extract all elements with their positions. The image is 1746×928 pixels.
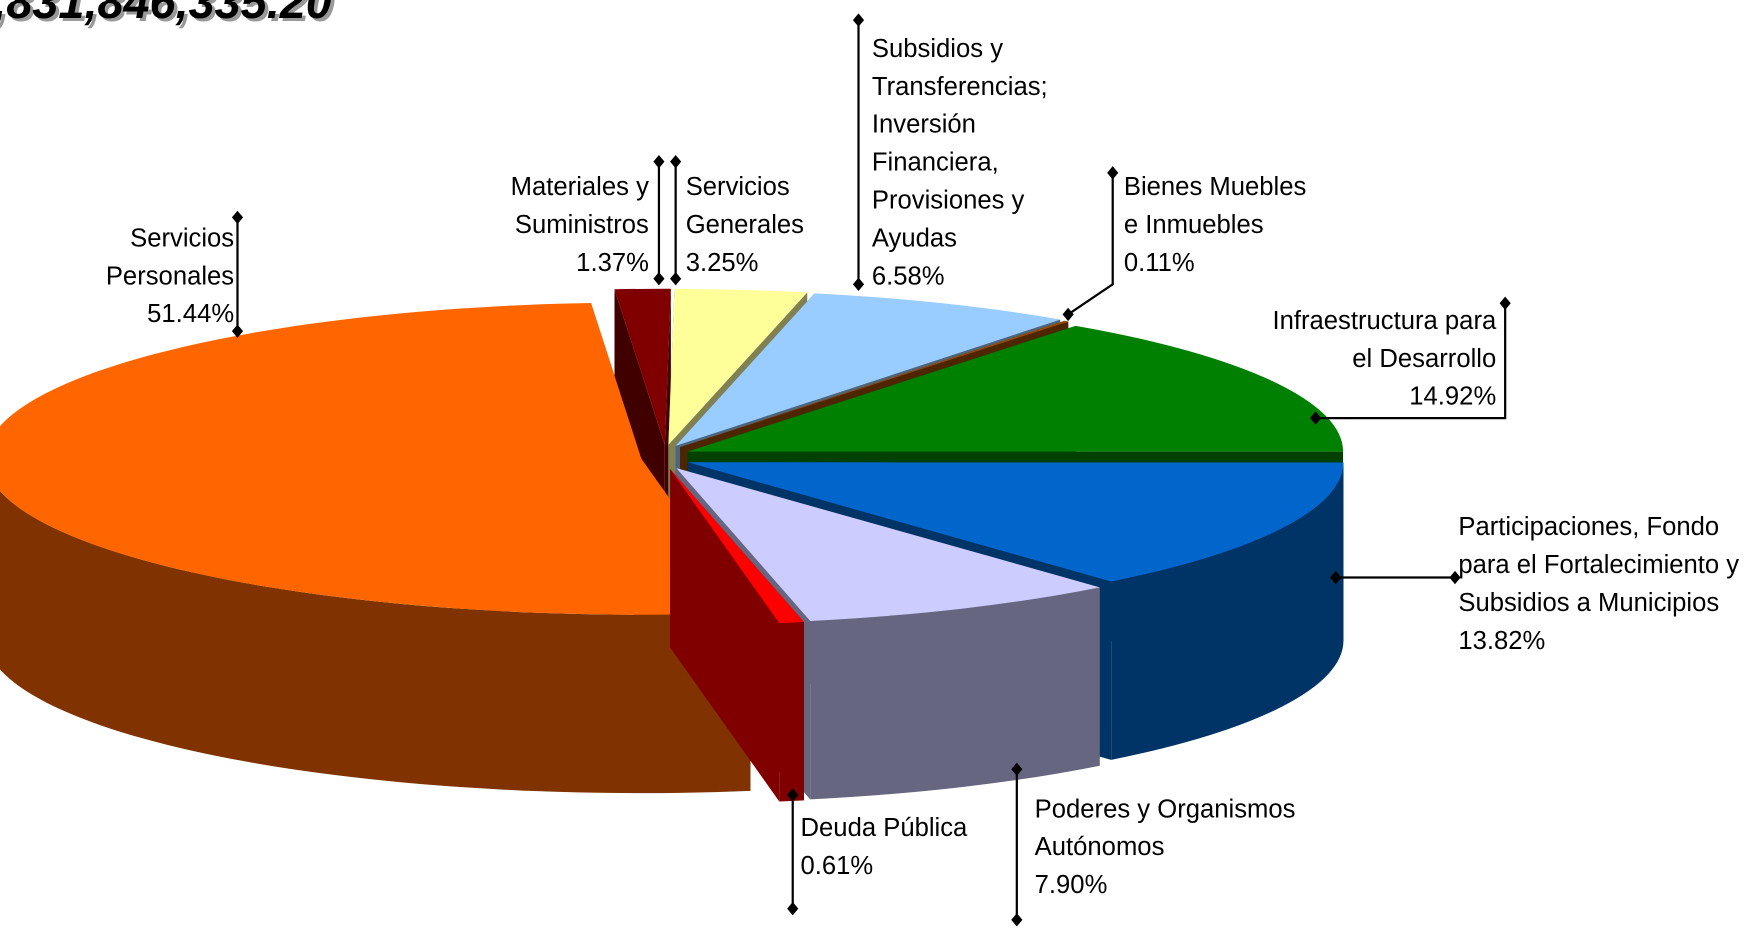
value-label: 6.58% — [872, 256, 1070, 294]
leader-marker — [1063, 308, 1074, 321]
value-label: 14.92% — [1268, 377, 1497, 415]
leader-marker — [787, 902, 798, 915]
value-label: 13.82% — [1458, 621, 1746, 659]
leader-marker — [653, 155, 664, 168]
data-label: Subsidios y Transferencias; Inversión Fi… — [872, 29, 1070, 294]
leader-marker — [670, 272, 681, 285]
category-label: Deuda Pública — [801, 808, 979, 846]
value-label: 3.25% — [686, 243, 831, 281]
category-label: Infraestructura para el Desarrollo — [1268, 301, 1497, 377]
category-label: Bienes Muebles e Inmuebles — [1124, 167, 1316, 243]
leader-marker — [1011, 913, 1022, 926]
leader-marker — [853, 13, 864, 26]
data-label: Participaciones, Fondo para el Fortaleci… — [1458, 507, 1746, 659]
category-label: Participaciones, Fondo para el Fortaleci… — [1458, 507, 1746, 621]
value-label: 0.11% — [1124, 243, 1316, 281]
leader-marker — [670, 155, 681, 168]
leader-marker — [1107, 166, 1118, 179]
value-label: 51.44% — [67, 294, 234, 332]
category-label: Servicios Generales — [686, 167, 831, 243]
leader-line — [1068, 173, 1113, 315]
leader-marker — [853, 278, 864, 291]
value-label: 7.90% — [1035, 865, 1314, 903]
leader-marker — [653, 272, 664, 285]
leader-marker — [1500, 297, 1511, 310]
slice-side — [810, 587, 1099, 799]
category-label: Materiales y Suministros — [482, 167, 649, 243]
value-label: 1.37% — [482, 243, 649, 281]
category-label: Poderes y Organismos Autónomos — [1035, 789, 1314, 865]
category-label: Subsidios y Transferencias; Inversión Fi… — [872, 29, 1070, 256]
category-label: Servicios Personales — [67, 219, 234, 295]
value-label: 0.61% — [801, 846, 979, 884]
slice-side — [779, 622, 804, 801]
